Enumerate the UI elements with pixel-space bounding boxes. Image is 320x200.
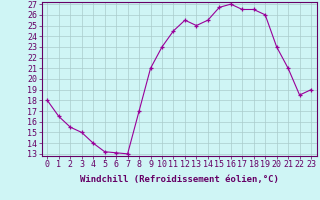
X-axis label: Windchill (Refroidissement éolien,°C): Windchill (Refroidissement éolien,°C) [80,175,279,184]
